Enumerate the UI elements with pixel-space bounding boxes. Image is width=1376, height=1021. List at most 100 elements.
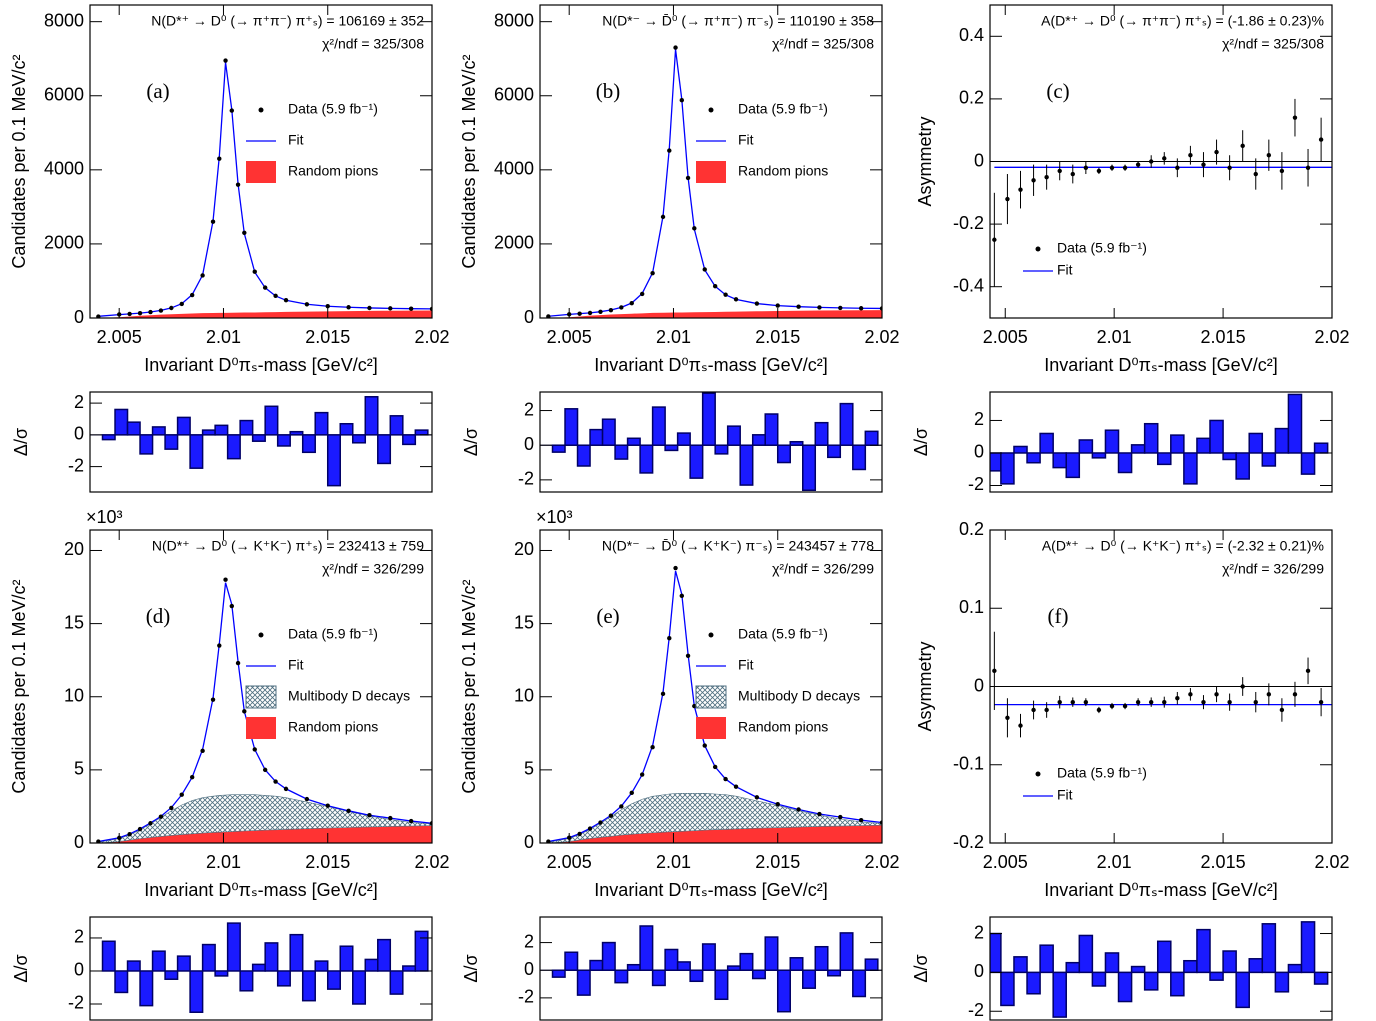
panel: -2 0 2 Δ/σ [911, 391, 1333, 494]
x-tick-label: 2.01 [656, 852, 691, 872]
bar [701, 943, 716, 971]
bar [114, 408, 129, 436]
legend-entry: Fit [696, 132, 754, 148]
bar [326, 970, 341, 990]
axis-multiplier: ×10³ [536, 507, 573, 527]
bar [1013, 445, 1028, 454]
bar [764, 936, 779, 971]
y-tick-label: -2 [68, 993, 84, 1013]
bar [751, 434, 766, 446]
bar [564, 408, 579, 446]
frame [989, 916, 1333, 1021]
y-axis-label: Candidates per 0.1 MeV/c² [9, 579, 29, 793]
data-point [692, 703, 697, 709]
data-point [1044, 707, 1049, 713]
bar [1052, 452, 1067, 469]
bar [214, 970, 229, 977]
fit-result: N(D*⁻ → D̄⁰ (→ K⁺K⁻) π⁻ₛ) = 243457 ± 778 [602, 538, 874, 554]
y-axis-label: Δ/σ [911, 954, 931, 982]
data-point [1122, 165, 1128, 170]
bar [1052, 971, 1067, 1018]
legend-label: Random pions [738, 719, 828, 735]
bar [364, 958, 379, 972]
bar [739, 952, 754, 971]
bar [1248, 958, 1264, 974]
plot-area [540, 392, 882, 492]
panel-label: (e) [596, 604, 619, 628]
bar [164, 434, 179, 450]
data-point [639, 291, 645, 297]
bar [1143, 971, 1159, 991]
data-point [1057, 699, 1062, 705]
data-point [796, 807, 801, 812]
data-point [408, 306, 414, 311]
data-point [992, 668, 997, 674]
legend-label: Fit [288, 657, 304, 673]
data-point [217, 156, 222, 161]
y-axis-label: Candidates per 0.1 MeV/c² [9, 54, 29, 268]
data-point [235, 660, 241, 666]
data-point [702, 267, 707, 272]
bar [1000, 971, 1015, 1007]
bar [214, 424, 229, 436]
bar [1170, 434, 1185, 454]
legend-entry: Data (5.9 fb⁻¹) [258, 101, 378, 117]
frame [89, 529, 433, 844]
data-point [388, 815, 393, 821]
data-point [817, 305, 822, 310]
bar [1235, 452, 1250, 480]
panel: -2 0 2 Δ/σ [11, 391, 433, 493]
legend-marker [696, 717, 726, 739]
data-point [158, 814, 164, 819]
legend-entry: Data (5.9 fb⁻¹) [1035, 240, 1147, 256]
legend-marker [695, 685, 727, 709]
legend-entry: Data (5.9 fb⁻¹) [1035, 765, 1147, 781]
bar [139, 434, 154, 455]
bar [751, 969, 766, 980]
bar [789, 957, 804, 971]
bar [776, 444, 791, 464]
chi2: χ²/ndf = 325/308 [1222, 36, 1324, 52]
legend-label: Fit [738, 132, 754, 148]
bar [676, 432, 691, 446]
legend-marker [246, 717, 276, 739]
data-point [1266, 692, 1272, 697]
data-point [1057, 168, 1062, 174]
y-tick-label: 0 [974, 961, 984, 981]
data-point [1227, 165, 1232, 170]
data-point [304, 302, 310, 307]
x-tick-label: 2.005 [547, 327, 592, 347]
legend-label: Fit [1057, 787, 1073, 803]
legend-entry: Data (5.9 fb⁻¹) [708, 101, 828, 117]
data-point [137, 310, 143, 316]
data-point [723, 776, 728, 782]
bar [1300, 452, 1316, 475]
plot-area [90, 396, 432, 487]
data-point [733, 297, 739, 302]
bar [1026, 971, 1041, 995]
legend-entry: Multibody D decays [245, 685, 410, 709]
legend-marker [708, 107, 714, 113]
data-point [608, 308, 614, 313]
y-axis-label: Δ/σ [911, 428, 931, 456]
legend-marker [708, 632, 714, 638]
data-point [838, 305, 843, 311]
y-tick-label: 2000 [44, 233, 84, 253]
data-point [1109, 165, 1115, 170]
x-tick-label: 2.015 [305, 852, 350, 872]
bar [651, 969, 666, 987]
y-axis-label: Δ/σ [11, 428, 31, 456]
x-axis-label: Invariant D⁰πₛ-mass [GeV/c²] [594, 880, 827, 900]
y-tick-label: 0 [74, 832, 84, 852]
y-tick-label: 8000 [44, 10, 84, 30]
x-tick-label: 2.02 [864, 852, 899, 872]
bar [1000, 452, 1015, 485]
bar [1209, 419, 1224, 454]
data-point [1070, 699, 1075, 705]
data-point [546, 314, 551, 318]
data-point [598, 820, 603, 825]
y-tick-label: 0 [974, 150, 984, 170]
bar [1156, 452, 1172, 466]
bar [1143, 422, 1159, 454]
bar [151, 426, 166, 436]
